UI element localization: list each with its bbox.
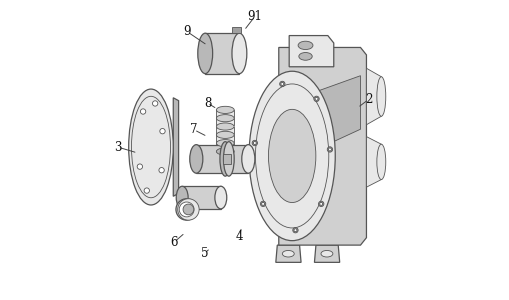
Ellipse shape xyxy=(144,188,149,193)
Ellipse shape xyxy=(313,96,319,101)
Ellipse shape xyxy=(253,142,256,145)
Ellipse shape xyxy=(293,229,296,232)
Polygon shape xyxy=(216,110,234,117)
Ellipse shape xyxy=(189,145,203,173)
Text: 2: 2 xyxy=(364,93,372,106)
Ellipse shape xyxy=(279,81,285,87)
Polygon shape xyxy=(216,135,234,142)
Ellipse shape xyxy=(248,71,334,241)
Polygon shape xyxy=(366,136,381,187)
Text: 5: 5 xyxy=(201,247,208,260)
Ellipse shape xyxy=(232,33,246,74)
Text: 6: 6 xyxy=(170,236,178,249)
Ellipse shape xyxy=(327,147,332,152)
Text: 91: 91 xyxy=(247,10,262,23)
Ellipse shape xyxy=(219,142,230,176)
Ellipse shape xyxy=(216,115,234,122)
Ellipse shape xyxy=(177,199,199,220)
Ellipse shape xyxy=(251,140,257,146)
Ellipse shape xyxy=(216,148,234,155)
Ellipse shape xyxy=(176,199,197,220)
Polygon shape xyxy=(196,145,248,173)
Polygon shape xyxy=(205,33,239,74)
Text: 3: 3 xyxy=(114,140,121,154)
Ellipse shape xyxy=(268,110,315,202)
Polygon shape xyxy=(289,36,333,67)
Polygon shape xyxy=(366,68,381,125)
Ellipse shape xyxy=(319,202,322,205)
Text: 7: 7 xyxy=(190,123,197,136)
Polygon shape xyxy=(216,118,234,125)
Ellipse shape xyxy=(183,204,193,215)
Ellipse shape xyxy=(280,82,284,85)
Ellipse shape xyxy=(315,98,318,100)
Ellipse shape xyxy=(261,202,264,205)
Ellipse shape xyxy=(176,186,188,209)
Ellipse shape xyxy=(376,77,385,116)
Text: 8: 8 xyxy=(204,97,211,110)
Ellipse shape xyxy=(328,148,331,151)
Polygon shape xyxy=(216,127,234,134)
Polygon shape xyxy=(278,47,366,245)
Ellipse shape xyxy=(140,109,146,114)
Ellipse shape xyxy=(179,202,194,217)
Polygon shape xyxy=(182,186,220,209)
Ellipse shape xyxy=(137,164,142,169)
Ellipse shape xyxy=(216,123,234,130)
Ellipse shape xyxy=(298,52,312,60)
Ellipse shape xyxy=(214,186,227,209)
Ellipse shape xyxy=(376,144,385,180)
Ellipse shape xyxy=(197,33,212,74)
Ellipse shape xyxy=(320,250,332,257)
Ellipse shape xyxy=(216,131,234,138)
Polygon shape xyxy=(216,143,234,150)
Polygon shape xyxy=(222,154,231,164)
Polygon shape xyxy=(302,76,360,156)
Ellipse shape xyxy=(260,201,265,206)
Text: 9: 9 xyxy=(183,25,190,38)
Ellipse shape xyxy=(128,89,173,205)
Polygon shape xyxy=(232,27,241,33)
Ellipse shape xyxy=(241,145,254,173)
Ellipse shape xyxy=(159,167,164,173)
Polygon shape xyxy=(173,98,178,196)
Ellipse shape xyxy=(255,84,328,228)
Ellipse shape xyxy=(223,142,234,176)
Ellipse shape xyxy=(298,41,313,50)
Ellipse shape xyxy=(216,106,234,113)
Ellipse shape xyxy=(318,201,323,206)
Ellipse shape xyxy=(131,96,170,198)
Ellipse shape xyxy=(282,250,294,257)
Polygon shape xyxy=(314,245,339,262)
Ellipse shape xyxy=(216,140,234,147)
Ellipse shape xyxy=(152,101,157,106)
Ellipse shape xyxy=(159,128,165,134)
Ellipse shape xyxy=(292,227,298,233)
Polygon shape xyxy=(275,245,300,262)
Text: 4: 4 xyxy=(235,230,243,243)
